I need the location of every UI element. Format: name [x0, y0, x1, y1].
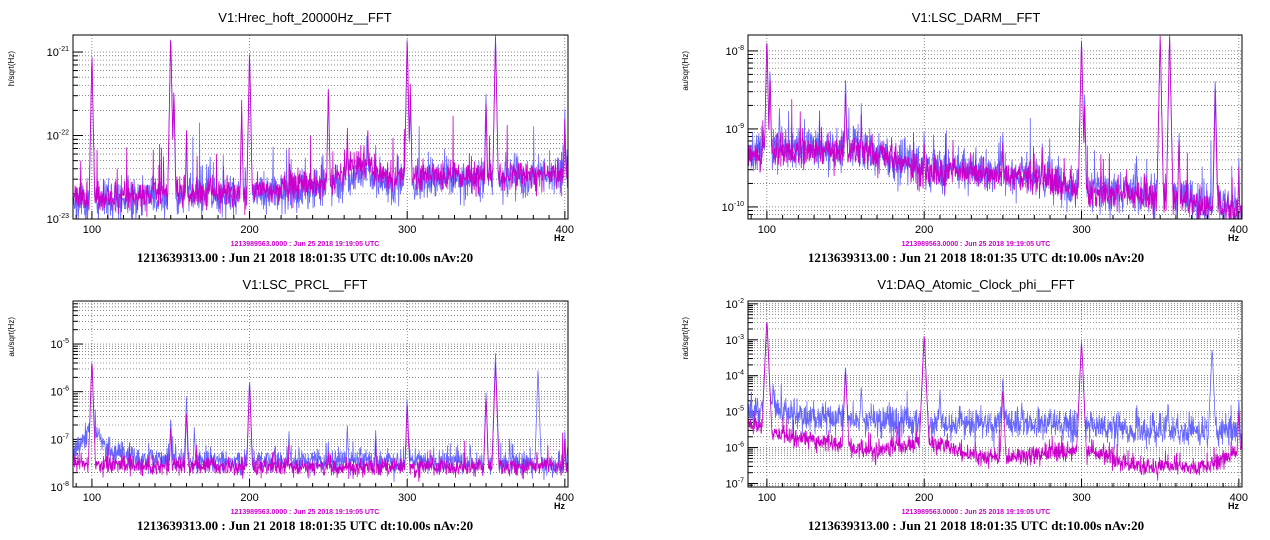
y-axis-label: rad/sqrt(Hz) — [681, 317, 690, 360]
x-tick-label: 100 — [83, 492, 101, 504]
reference-trace — [73, 362, 568, 482]
reference-timestamp: 1213989563.0000 : Jun 25 2018 19:19:05 U… — [902, 241, 1051, 248]
x-axis-unit: Hz — [1228, 501, 1239, 511]
x-tick-label: 200 — [240, 224, 258, 236]
x-tick-label: 300 — [398, 492, 416, 504]
traces — [748, 322, 1242, 481]
y-tick-label: 10-23 — [47, 213, 69, 226]
x-tick-label: 100 — [758, 224, 776, 236]
y-tick-label: 10-6 — [51, 386, 70, 399]
x-tick-label: 300 — [1072, 492, 1090, 504]
reference-trace — [73, 36, 568, 217]
y-axis-label: au/sqrt(Hz) — [7, 317, 16, 357]
y-tick-label: 10-6 — [726, 442, 745, 455]
y-tick-label: 10-22 — [47, 130, 69, 143]
x-tick-label: 200 — [915, 492, 933, 504]
traces — [73, 353, 568, 482]
y-tick-label: 10-2 — [726, 298, 745, 311]
traces — [748, 35, 1242, 219]
y-tick-label: 10-8 — [726, 45, 745, 58]
chart-title: V1:LSC_PRCL__FFT — [243, 277, 368, 292]
y-tick-label: 10-7 — [726, 478, 745, 491]
chart-title: V1:LSC_DARM__FFT — [912, 10, 1041, 25]
plot-frame — [72, 34, 569, 220]
traces — [73, 35, 568, 219]
x-tick-label: 400 — [556, 224, 574, 236]
x-tick-label: 200 — [915, 224, 933, 236]
x-tick-label: 400 — [556, 492, 574, 504]
x-tick-label: 100 — [758, 492, 776, 504]
plot-frame — [747, 34, 1243, 220]
y-tick-label: 10-3 — [726, 334, 745, 347]
reference-timestamp: 1213989563.0000 : Jun 25 2018 19:19:05 U… — [902, 509, 1051, 516]
y-axis-label: au/sqrt(Hz) — [681, 51, 690, 91]
gps-time-caption: 1213639313.00 : Jun 21 2018 18:01:35 UTC… — [137, 250, 473, 265]
reference-trace — [748, 322, 1242, 481]
y-axis-label: h/sqrt(Hz) — [7, 51, 16, 86]
plot-frame — [747, 300, 1243, 488]
y-tick-label: 10-10 — [722, 201, 744, 214]
x-tick-label: 400 — [1230, 492, 1248, 504]
chart-title: V1:DAQ_Atomic_Clock_phi__FFT — [877, 277, 1074, 292]
y-tick-label: 10-21 — [47, 46, 69, 59]
current-trace — [748, 322, 1242, 450]
gps-time-caption: 1213639313.00 : Jun 21 2018 18:01:35 UTC… — [137, 518, 473, 533]
x-axis-unit: Hz — [554, 501, 565, 511]
x-tick-label: 100 — [83, 224, 101, 236]
x-axis-unit: Hz — [1228, 233, 1239, 243]
y-tick-label: 10-9 — [726, 123, 745, 136]
y-tick-label: 10-4 — [726, 370, 745, 383]
y-tick-label: 10-5 — [726, 406, 745, 419]
x-axis-unit: Hz — [554, 233, 565, 243]
fft-panel-1: V1:Hrec_hoft_20000Hz__FFT h/sqrt(Hz) 100 20… — [7, 10, 574, 265]
gps-time-caption: 1213639313.00 : Jun 21 2018 18:01:35 UTC… — [808, 250, 1144, 265]
y-tick-label: 10-5 — [51, 338, 70, 351]
x-tick-label: 200 — [240, 492, 258, 504]
y-tick-label: 10-8 — [51, 481, 70, 494]
chart-title: V1:Hrec_hoft_20000Hz__FFT — [218, 10, 391, 25]
x-tick-label: 400 — [1230, 224, 1248, 236]
fft-panel-3: V1:LSC_PRCL__FFT au/sqrt(Hz) 100 200 300 400H… — [7, 277, 574, 533]
plot-frame — [72, 300, 569, 488]
reference-trace — [748, 35, 1242, 219]
y-tick-label: 10-7 — [51, 433, 70, 446]
gps-time-caption: 1213639313.00 : Jun 21 2018 18:01:35 UTC… — [808, 518, 1144, 533]
x-tick-label: 300 — [1072, 224, 1090, 236]
fft-panel-2: V1:LSC_DARM__FFT au/sqrt(Hz) 100 200 300 400H… — [681, 10, 1248, 265]
reference-timestamp: 1213989563.0000 : Jun 25 2018 19:19:05 U… — [231, 241, 380, 248]
reference-timestamp: 1213989563.0000 : Jun 25 2018 19:19:05 U… — [231, 509, 380, 516]
x-tick-label: 300 — [398, 224, 416, 236]
fft-panel-4: V1:DAQ_Atomic_Clock_phi__FFT rad/sqrt(Hz)… — [681, 277, 1248, 533]
